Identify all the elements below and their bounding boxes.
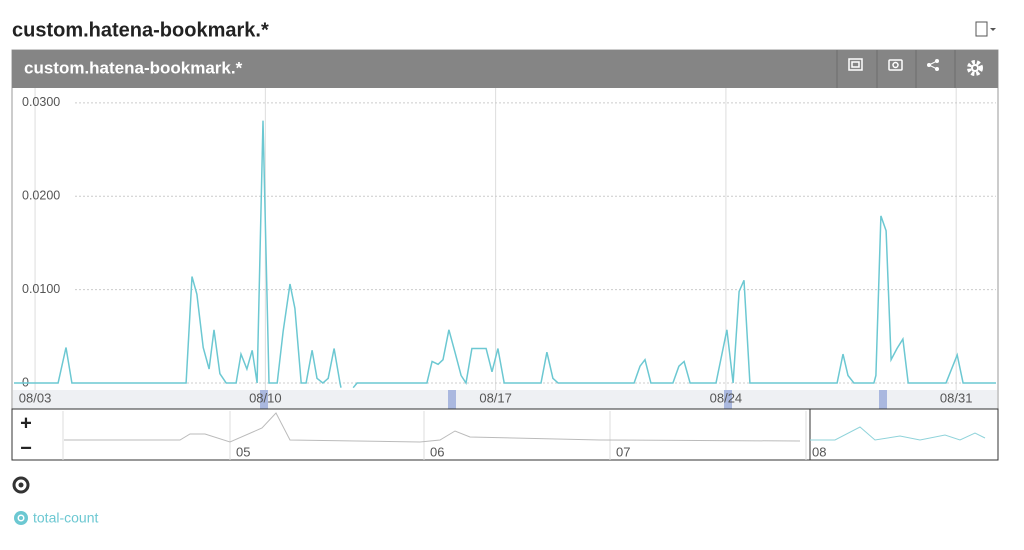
navigator-label: 07 (616, 444, 630, 459)
navigator-line-active (810, 426, 986, 441)
annotation-markers (260, 390, 887, 409)
navigator-label: 05 (236, 444, 250, 459)
navigator-window[interactable] (809, 408, 999, 461)
panel-header (12, 50, 998, 88)
y-tick-label: 0.0300 (22, 95, 60, 109)
share-button[interactable] (927, 59, 939, 71)
expand-button[interactable] (848, 58, 863, 71)
settings-button[interactable] (967, 60, 983, 76)
navigator-label: 06 (430, 444, 444, 459)
zoom-in[interactable]: + (20, 412, 32, 434)
graph-toggle[interactable] (12, 476, 30, 494)
x-tick-label: 08/31 (940, 390, 973, 405)
legend-label[interactable]: total-count (33, 510, 98, 526)
x-tick-label: 08/10 (249, 390, 282, 405)
zoom-out[interactable]: − (20, 437, 32, 459)
series-line (14, 120, 996, 389)
x-tick-label: 08/03 (19, 390, 52, 405)
legend-item[interactable]: total-count (14, 510, 98, 526)
y-tick-label: 0.0100 (22, 282, 60, 296)
doc-menu[interactable] (975, 21, 996, 37)
panel-title: custom.hatena-bookmark.* (24, 58, 243, 77)
page-title: custom.hatena-bookmark.* (12, 19, 269, 41)
navigator-label: 08 (812, 444, 826, 459)
snapshot-button[interactable] (888, 59, 903, 71)
x-tick-label: 08/24 (710, 390, 743, 405)
navigator-dividers (62, 411, 807, 460)
x-axis-band (13, 390, 997, 409)
y-tick-label: 0.0200 (22, 189, 60, 203)
x-tick-label: 08/17 (479, 390, 512, 405)
navigator-line (64, 412, 801, 443)
